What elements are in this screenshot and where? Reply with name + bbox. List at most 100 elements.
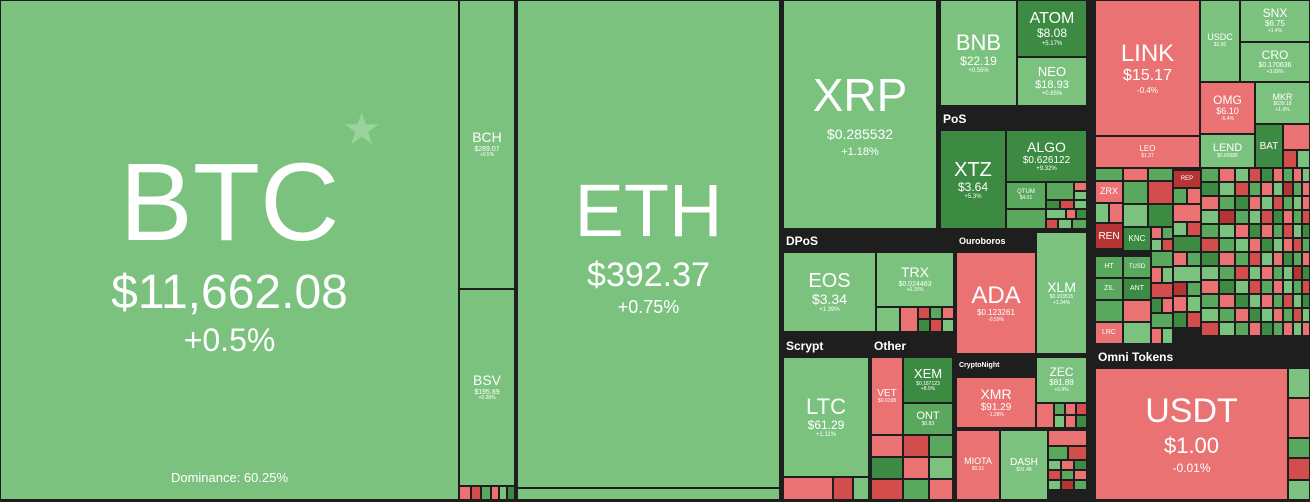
coin-change: +3.09% <box>1266 68 1284 75</box>
tile-usdt[interactable]: USDT $1.00 -0.01% <box>1095 368 1288 500</box>
coin-symbol: LEO <box>1139 143 1156 153</box>
coin-symbol: MIOTA <box>964 456 992 467</box>
tile-miota[interactable]: MIOTA $0.31 <box>956 430 1000 500</box>
small-tiles-mosaic <box>1095 300 1151 322</box>
tile-bnb[interactable]: BNB $22.19 +0.55% <box>940 0 1017 106</box>
tile-xlm[interactable]: XLM $0.103515 +1.34% <box>1036 232 1087 354</box>
tile-ltc[interactable]: LTC $61.29 +1.11% <box>783 357 869 477</box>
coin-change: -1.28% <box>988 411 1004 418</box>
tile-cro[interactable]: CRO $0.170636 +3.09% <box>1240 42 1310 82</box>
coin-symbol: SNX <box>1262 6 1288 21</box>
tile-omg[interactable]: OMG $6.10 -5.4% <box>1200 82 1255 134</box>
section-header-dpos: DPoS <box>783 232 954 252</box>
coin-change: +5.3% <box>964 193 982 200</box>
small-tiles-mosaic <box>1036 403 1087 428</box>
tile-bat[interactable]: BAT <box>1255 124 1283 168</box>
tile-knc[interactable]: KNC <box>1123 227 1151 251</box>
coin-symbol: ADA <box>971 281 1021 309</box>
coin-price: $18.93 <box>1035 79 1069 92</box>
coin-symbol: BNB <box>955 30 1002 56</box>
small-tiles-mosaic <box>1173 188 1201 344</box>
tile-ont[interactable]: ONT $0.83 <box>903 403 953 435</box>
tile-link[interactable]: LINK $15.17 -0.4% <box>1095 0 1200 136</box>
tile-eth[interactable]: ETH $392.37 +0.75% <box>517 0 780 488</box>
coin-change: +9.32% <box>1036 165 1057 172</box>
coin-symbol: REN <box>1098 230 1120 242</box>
tile-rep[interactable]: REP <box>1173 170 1201 188</box>
coin-symbol: BAT <box>1259 140 1279 152</box>
coin-symbol: ATOM <box>1029 9 1075 27</box>
small-tiles-mosaic <box>459 486 515 500</box>
tile-atom[interactable]: ATOM $8.08 +5.17% <box>1017 0 1087 57</box>
tile-vet[interactable]: VET $0.0198 <box>871 357 903 435</box>
coin-symbol: BSV <box>472 372 501 389</box>
coin-price: $0.024483 <box>898 280 932 288</box>
tile-mkr[interactable]: MKR $639.18 +1.9% <box>1255 82 1310 124</box>
tile-xtz[interactable]: XTZ $3.64 +5.3% <box>940 130 1006 229</box>
coin-price: $15.17 <box>1123 67 1172 84</box>
coin-price: $195.89 <box>474 388 500 396</box>
coin-price: $11,662.08 <box>111 265 348 319</box>
coin-symbol: TRX <box>901 264 929 281</box>
coin-price: $392.37 <box>587 256 710 295</box>
tile-btc[interactable]: BTC $11,662.08 +0.5% Dominance: 60.25% <box>0 0 459 500</box>
tile-bch[interactable]: BCH $289.07 +0.5% <box>459 0 515 289</box>
tile-eos[interactable]: EOS $3.34 +1.39% <box>783 252 876 332</box>
section-header-cryptonight: CryptoNight <box>956 357 1036 377</box>
tile-trx[interactable]: TRX $0.024483 +0.15% <box>876 252 954 307</box>
coin-symbol: BTC <box>119 140 340 264</box>
tile-usdc[interactable]: USDC $1.00 <box>1200 0 1240 82</box>
coin-symbol: LINK <box>1120 39 1175 67</box>
coin-price: $6.10 <box>1216 105 1239 116</box>
coin-symbol: ONT <box>916 410 940 423</box>
coin-price: $1.00 <box>1213 42 1227 49</box>
tile-zec[interactable]: ZEC $81.88 +0.9% <box>1036 357 1087 403</box>
coin-price: $0.83 <box>921 421 935 428</box>
small-tiles-mosaic <box>876 307 954 332</box>
tile-ant[interactable]: ANT <box>1123 278 1151 300</box>
coin-symbol: LRC <box>1101 329 1116 337</box>
tile-ada[interactable]: ADA $0.123261 -0.59% <box>956 252 1036 354</box>
tile-ht[interactable]: HT <box>1095 256 1123 278</box>
coin-symbol: ETH <box>574 168 723 252</box>
coin-price: $0.187123 <box>916 380 940 387</box>
coin-symbol: XMR <box>980 385 1012 402</box>
coin-symbol: MKR <box>1272 91 1293 102</box>
tile-qtum[interactable]: QTUM $4.01 <box>1006 182 1046 209</box>
tile-lrc[interactable]: LRC <box>1095 322 1123 344</box>
coin-symbol: QTUM <box>1017 189 1035 196</box>
tile-neo[interactable]: NEO $18.93 +0.85% <box>1017 57 1087 106</box>
tile-zil[interactable]: ZIL <box>1095 278 1123 300</box>
tile-xem[interactable]: XEM $0.187123 +8.9% <box>903 357 953 403</box>
star-icon[interactable]: ★ <box>342 105 382 154</box>
section-header-ouroboros: Ouroboros <box>956 232 1036 252</box>
coin-symbol: ALGO <box>1027 138 1066 155</box>
coin-price: $639.18 <box>1273 101 1292 108</box>
tile-algo[interactable]: ALGO $0.626122 +9.32% <box>1006 130 1087 182</box>
tile-dash[interactable]: DASH $91.48 <box>1000 430 1048 500</box>
tile-xmr[interactable]: XMR $91.29 -1.28% <box>956 377 1036 428</box>
coin-change: +1.9% <box>1275 106 1290 113</box>
coin-symbol: XRP <box>812 69 908 122</box>
small-tiles-mosaic <box>517 488 780 500</box>
coin-price: $0.103515 <box>1049 294 1074 301</box>
tile-leo[interactable]: LEO $1.37 <box>1095 136 1200 168</box>
tile-bsv[interactable]: BSV $195.89 +0.38% <box>459 289 515 486</box>
coin-change: +1.18% <box>841 146 879 159</box>
coin-price: $8.08 <box>1036 26 1068 41</box>
coin-change: +0.85% <box>1041 91 1063 98</box>
coin-price: $1.00 <box>1163 433 1220 458</box>
coin-change: +0.75% <box>617 297 680 318</box>
coin-change: +0.55% <box>968 68 989 75</box>
small-tiles-mosaic <box>1288 368 1310 500</box>
tile-zrx[interactable]: ZRX <box>1095 181 1123 203</box>
tile-snx[interactable]: SNX $6.75 +1.4% <box>1240 0 1310 42</box>
coin-change: +1.11% <box>815 432 837 439</box>
tile-xrp[interactable]: XRP $0.285532 +1.18% <box>783 0 937 229</box>
tile-ren[interactable]: REN <box>1095 223 1123 249</box>
tile-lend[interactable]: LEND $0.60685 <box>1200 134 1255 168</box>
section-header-other: Other <box>871 337 953 357</box>
tile-tusd[interactable]: TUSD <box>1123 256 1151 278</box>
coin-change: +1.39% <box>819 307 840 314</box>
dominance-label: Dominance: 60.25% <box>170 469 289 485</box>
